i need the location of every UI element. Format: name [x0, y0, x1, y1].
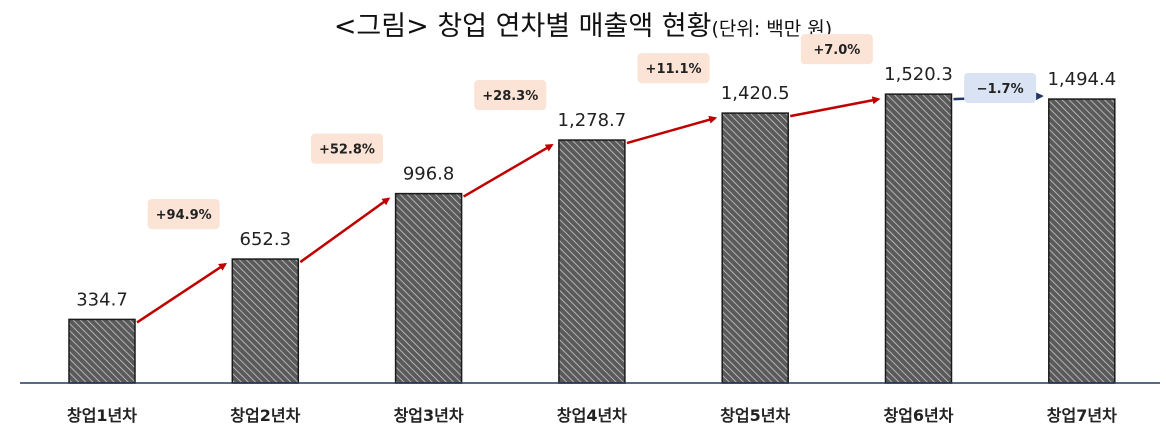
labels-layer: 334.7 창업1년차 652.3 창업2년차 996.8 창업3년차 1,278.7 창업4…: [67, 64, 1117, 425]
chart-title-text: <그림> 창업 연차별 매출액 현황: [333, 11, 712, 42]
category-label-4: 창업4년차: [557, 406, 627, 425]
value-label-1: 334.7: [76, 289, 128, 310]
growth-arrow-2: [299, 197, 391, 264]
growth-badge-2: [310, 133, 383, 164]
value-label-2: 652.3: [240, 229, 292, 250]
value-label-4: 1,278.7: [558, 110, 627, 131]
bars-layer: [68, 93, 1116, 384]
growth-label-4: +11.1%: [646, 62, 702, 77]
category-label-1: 창업1년차: [67, 406, 137, 425]
value-label-3: 996.8: [403, 164, 455, 185]
growth-badge-3: [474, 80, 547, 111]
growth-label-3: +28.3%: [482, 89, 538, 104]
category-label-7: 창업7년차: [1047, 406, 1117, 425]
chart-unit-note: (단위: 백만 원): [711, 18, 833, 40]
growth-label-5: +7.0%: [813, 43, 860, 58]
growth-badge-4: [637, 53, 710, 84]
growth-badge-6: [964, 73, 1037, 103]
bar-1: [68, 318, 136, 384]
bar-3: [394, 192, 463, 384]
bar-4: [558, 139, 626, 384]
arrows-layer: +94.9% +52.8% +28.3% +11.1% +7.0% −1.7%: [136, 34, 1044, 324]
growth-label-2: +52.8%: [319, 143, 375, 158]
chart-title: <그림> 창업 연차별 매출액 현황(단위: 백만 원): [0, 4, 1166, 43]
growth-label-1: +94.9%: [156, 208, 212, 223]
growth-arrow-4: [626, 115, 718, 145]
category-label-6: 창업6년차: [883, 406, 953, 425]
value-label-6: 1,520.3: [884, 64, 953, 85]
growth-badge-1: [147, 199, 220, 230]
category-label-5: 창업5년차: [720, 406, 790, 425]
bar-2: [231, 258, 300, 384]
bar-7: [1048, 98, 1116, 384]
bar-5: [721, 112, 789, 384]
growth-arrow-1: [136, 262, 227, 324]
growth-arrow-3: [462, 143, 554, 198]
category-label-3: 창업3년차: [394, 406, 464, 425]
bar-6: [884, 93, 953, 384]
value-label-5: 1,420.5: [721, 83, 790, 104]
growth-arrow-5: [789, 96, 881, 118]
growth-badge-5: [800, 34, 873, 65]
value-label-7: 1,494.4: [1047, 69, 1116, 90]
category-label-2: 창업2년차: [230, 406, 300, 425]
growth-label-6: −1.7%: [977, 82, 1024, 97]
